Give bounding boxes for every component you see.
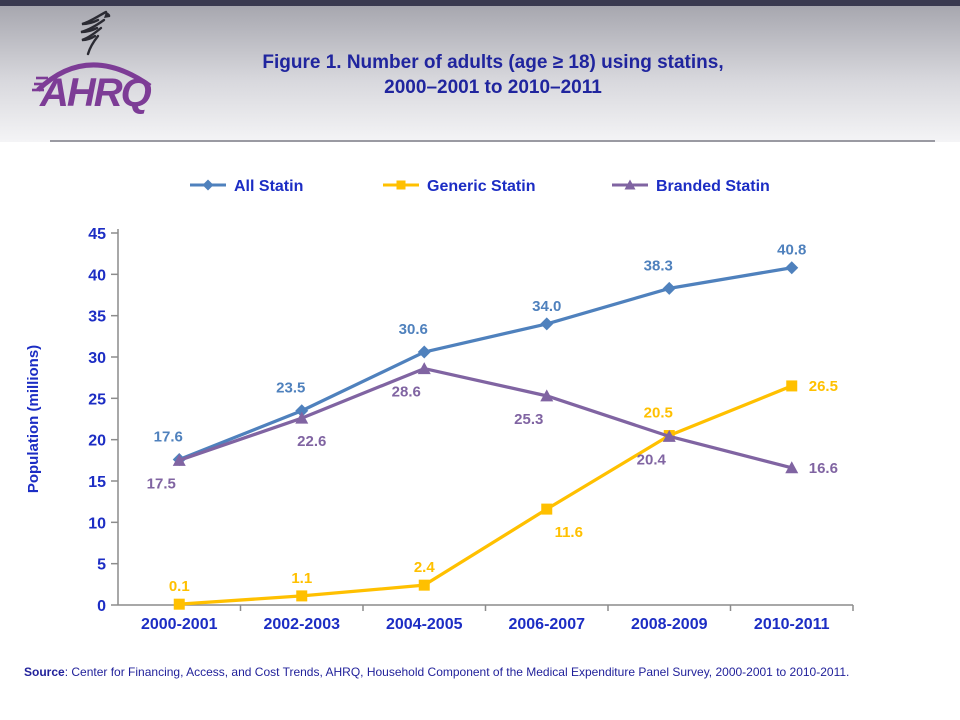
branded-statin-data-label: 20.4: [637, 451, 667, 468]
branded-statin-legend-marker-icon: [612, 178, 648, 197]
all-statin-data-label: 17.6: [154, 429, 183, 446]
series-all-statin: 17.6 23.5 30.6 34.0 38.3 40.8: [154, 242, 806, 467]
legend-item-generic-statin: Generic Statin: [383, 176, 535, 198]
generic-statin-marker: [296, 590, 308, 602]
generic-statin-marker: [786, 380, 798, 392]
branded-statin-legend-swatch: [612, 179, 648, 189]
legend-item-all-statin: All Statin: [190, 176, 303, 198]
chart-legend: All Statin Generic Statin Branded Statin: [0, 176, 960, 200]
x-category-label: 2002-2003: [263, 616, 340, 633]
all-statin-legend-marker: [202, 179, 214, 190]
header-divider: [50, 140, 935, 142]
all-statin-line: [178, 266, 793, 462]
x-category-label: 2000-2001: [141, 616, 218, 633]
header-background: [0, 6, 960, 142]
branded-statin-marker: [172, 453, 186, 466]
y-tick-label: 15: [88, 474, 106, 491]
branded-statin-data-label: 22.6: [297, 433, 326, 450]
all-statin-data-label: 40.8: [777, 242, 806, 259]
branded-statin-data-label: 16.6: [809, 460, 838, 477]
y-tick-label: 45: [88, 226, 106, 243]
generic-statin-data-label: 20.5: [644, 405, 673, 422]
y-tick-label: 10: [88, 515, 106, 532]
generic-statin-line: [179, 384, 793, 606]
legend-label: Generic Statin: [427, 178, 536, 195]
branded-statin-marker: [785, 461, 799, 474]
all-statin-marker: [295, 404, 309, 418]
legend-item-branded-statin: Branded Statin: [612, 176, 770, 198]
eagle-head: [104, 12, 111, 18]
branded-statin-legend-marker: [624, 179, 636, 189]
line-chart: 0 5 10 15 20 25 30 35 40 45 2000-2001 2002-2003 2004…: [0, 210, 960, 655]
series-generic-statin: 0.1 1.1 2.4 11.6 20.5 26.5: [169, 378, 838, 610]
all-statin-data-label: 38.3: [644, 257, 673, 274]
legend-label: Branded Statin: [656, 178, 770, 195]
generic-statin-marker: [418, 579, 430, 591]
ahrq-logo: AHRQ: [32, 8, 154, 115]
branded-statin-data-label: 17.5: [147, 475, 176, 492]
source-prefix: Source: [24, 665, 65, 679]
y-tick-label: 0: [97, 598, 106, 615]
series-branded-statin: 17.5 22.6 28.6 25.3 20.4 16.6: [147, 362, 838, 492]
branded-statin-data-label: 28.6: [392, 384, 421, 401]
y-tick-label: 35: [88, 309, 106, 326]
all-statin-marker: [785, 261, 799, 275]
source-text: : Center for Financing, Access, and Cost…: [64, 665, 850, 679]
branded-statin-marker: [417, 362, 431, 375]
y-tick-label: 40: [88, 267, 106, 284]
generic-statin-data-label: 26.5: [809, 378, 838, 395]
y-axis-title: Population (millions): [25, 345, 42, 493]
generic-statin-marker: [541, 503, 553, 515]
y-tick-label: 25: [88, 391, 106, 408]
y-tick-label: 20: [88, 433, 106, 450]
branded-statin-marker: [540, 389, 554, 402]
branded-statin-marker: [295, 411, 309, 424]
generic-statin-legend-marker-icon: [383, 178, 419, 197]
figure-title-line1: Figure 1. Number of adults (age ≥ 18) us…: [262, 52, 724, 73]
legend-label: All Statin: [234, 178, 304, 195]
all-statin-marker: [417, 345, 431, 359]
generic-statin-marker: [173, 598, 185, 610]
ahrq-arc: [36, 62, 152, 92]
all-statin-legend-swatch: [190, 179, 226, 190]
figure-title: Figure 1. Number of adults (age ≥ 18) us…: [120, 50, 866, 100]
branded-statin-marker: [662, 429, 676, 442]
generic-statin-legend-marker: [396, 180, 406, 189]
x-category-label: 2004-2005: [386, 616, 463, 633]
all-statin-data-label: 34.0: [532, 298, 561, 315]
generic-statin-data-label: 11.6: [555, 524, 583, 541]
ahrq-logo-text: AHRQ: [39, 71, 152, 114]
y-tick-label: 5: [97, 557, 106, 574]
all-statin-legend-marker-icon: [190, 178, 226, 197]
generic-statin-data-label: 0.1: [169, 578, 190, 595]
all-statin-data-label: 30.6: [399, 321, 428, 338]
x-category-label: 2008-2009: [631, 616, 708, 633]
generic-statin-data-label: 2.4: [414, 559, 436, 576]
generic-statin-legend-swatch: [383, 180, 419, 189]
chart-canvas: 0 5 10 15 20 25 30 35 40 45 2000-2001 2002-2003 2004…: [25, 226, 854, 633]
ahrq-wordmark: AHRQ: [32, 56, 156, 119]
x-category-label: 2006-2007: [508, 616, 585, 633]
generic-statin-data-label: 1.1: [291, 570, 312, 587]
x-category-label: 2010-2011: [754, 616, 830, 633]
source-note: Source: Center for Financing, Access, an…: [24, 665, 944, 679]
all-statin-data-label: 23.5: [276, 380, 305, 397]
y-tick-label: 30: [88, 350, 106, 367]
branded-statin-line: [178, 366, 793, 470]
all-statin-marker: [662, 281, 676, 295]
figure-title-line2: 2000–2001 to 2010–2011: [384, 77, 602, 98]
branded-statin-data-label: 25.3: [514, 411, 543, 428]
hhs-eagle-icon: [80, 10, 111, 56]
all-statin-marker: [540, 317, 554, 331]
top-accent-bar: [0, 0, 960, 6]
